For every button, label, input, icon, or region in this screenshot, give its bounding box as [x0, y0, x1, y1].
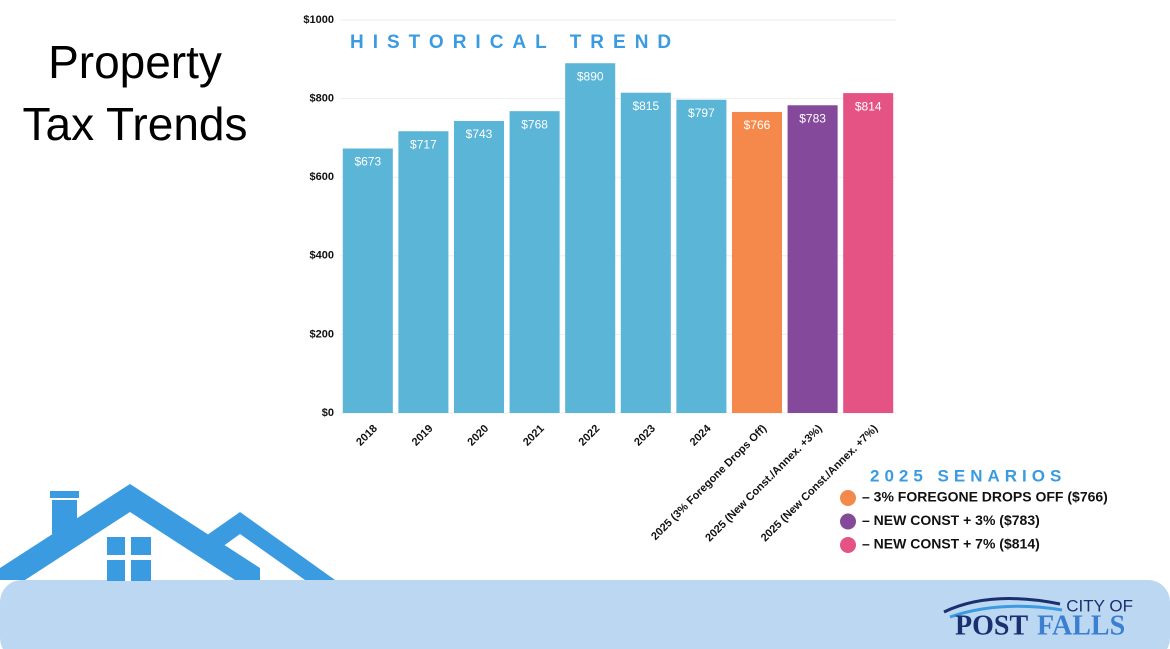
bar — [453, 121, 505, 413]
bar — [398, 131, 449, 413]
bar — [509, 111, 560, 414]
x-tick-label: 2020 — [465, 423, 491, 449]
x-tick-label: 2021 — [521, 423, 547, 449]
y-tick-label: $1000 — [303, 14, 334, 26]
legend-swatch — [840, 513, 856, 530]
chart-title: HISTORICAL TREND — [350, 32, 680, 53]
bar — [620, 92, 671, 413]
value-label: $743 — [466, 127, 493, 141]
legend-label: – 3% FOREGONE DROPS OFF ($766) — [862, 489, 1108, 505]
value-label: $797 — [688, 106, 715, 120]
y-tick-label: $200 — [310, 328, 334, 340]
bar — [676, 99, 727, 414]
logo-post: POST — [955, 610, 1028, 641]
x-tick-label: 2023 — [632, 423, 658, 449]
legend-label: – NEW CONST + 7% ($814) — [862, 536, 1040, 552]
bar — [787, 105, 838, 413]
bar — [843, 93, 894, 414]
slide-title: Property Tax Trends — [23, 36, 248, 150]
legend-swatch — [840, 537, 856, 553]
x-tick-label: 2025 (New Const./Annex. +3%) — [703, 422, 825, 544]
value-label: $768 — [521, 117, 548, 131]
x-tick-label: 2019 — [410, 423, 436, 449]
logo-waves — [943, 597, 1063, 619]
value-label: $890 — [577, 69, 604, 83]
value-label: $766 — [744, 118, 771, 132]
bar — [565, 63, 616, 413]
value-label: $783 — [799, 111, 826, 125]
y-tick-label: $800 — [310, 93, 334, 105]
bar — [342, 148, 393, 414]
x-tick-label: 2024 — [688, 422, 714, 448]
value-label: $815 — [632, 99, 659, 113]
value-label: $717 — [410, 137, 437, 151]
legend-title: 2025 SENARIOS — [870, 466, 1066, 485]
value-label: $814 — [855, 99, 882, 113]
y-tick-label: $0 — [322, 407, 334, 419]
y-tick-label: $600 — [310, 171, 334, 183]
logo-city: CITY OF — [1066, 596, 1133, 615]
legend-label: – NEW CONST + 3% ($783) — [862, 512, 1040, 528]
x-tick-label: 2022 — [577, 423, 603, 449]
footer-band — [0, 580, 1170, 649]
x-tick-label: 2025 (3% Foregone Drops Off) — [649, 422, 769, 542]
value-label: $673 — [354, 155, 381, 169]
house-icon — [0, 484, 335, 581]
y-tick-label: $400 — [310, 250, 334, 262]
x-tick-label: 2018 — [354, 423, 380, 449]
bar — [731, 111, 783, 413]
logo-falls: FALLS — [1037, 610, 1125, 641]
legend-swatch — [840, 490, 856, 506]
